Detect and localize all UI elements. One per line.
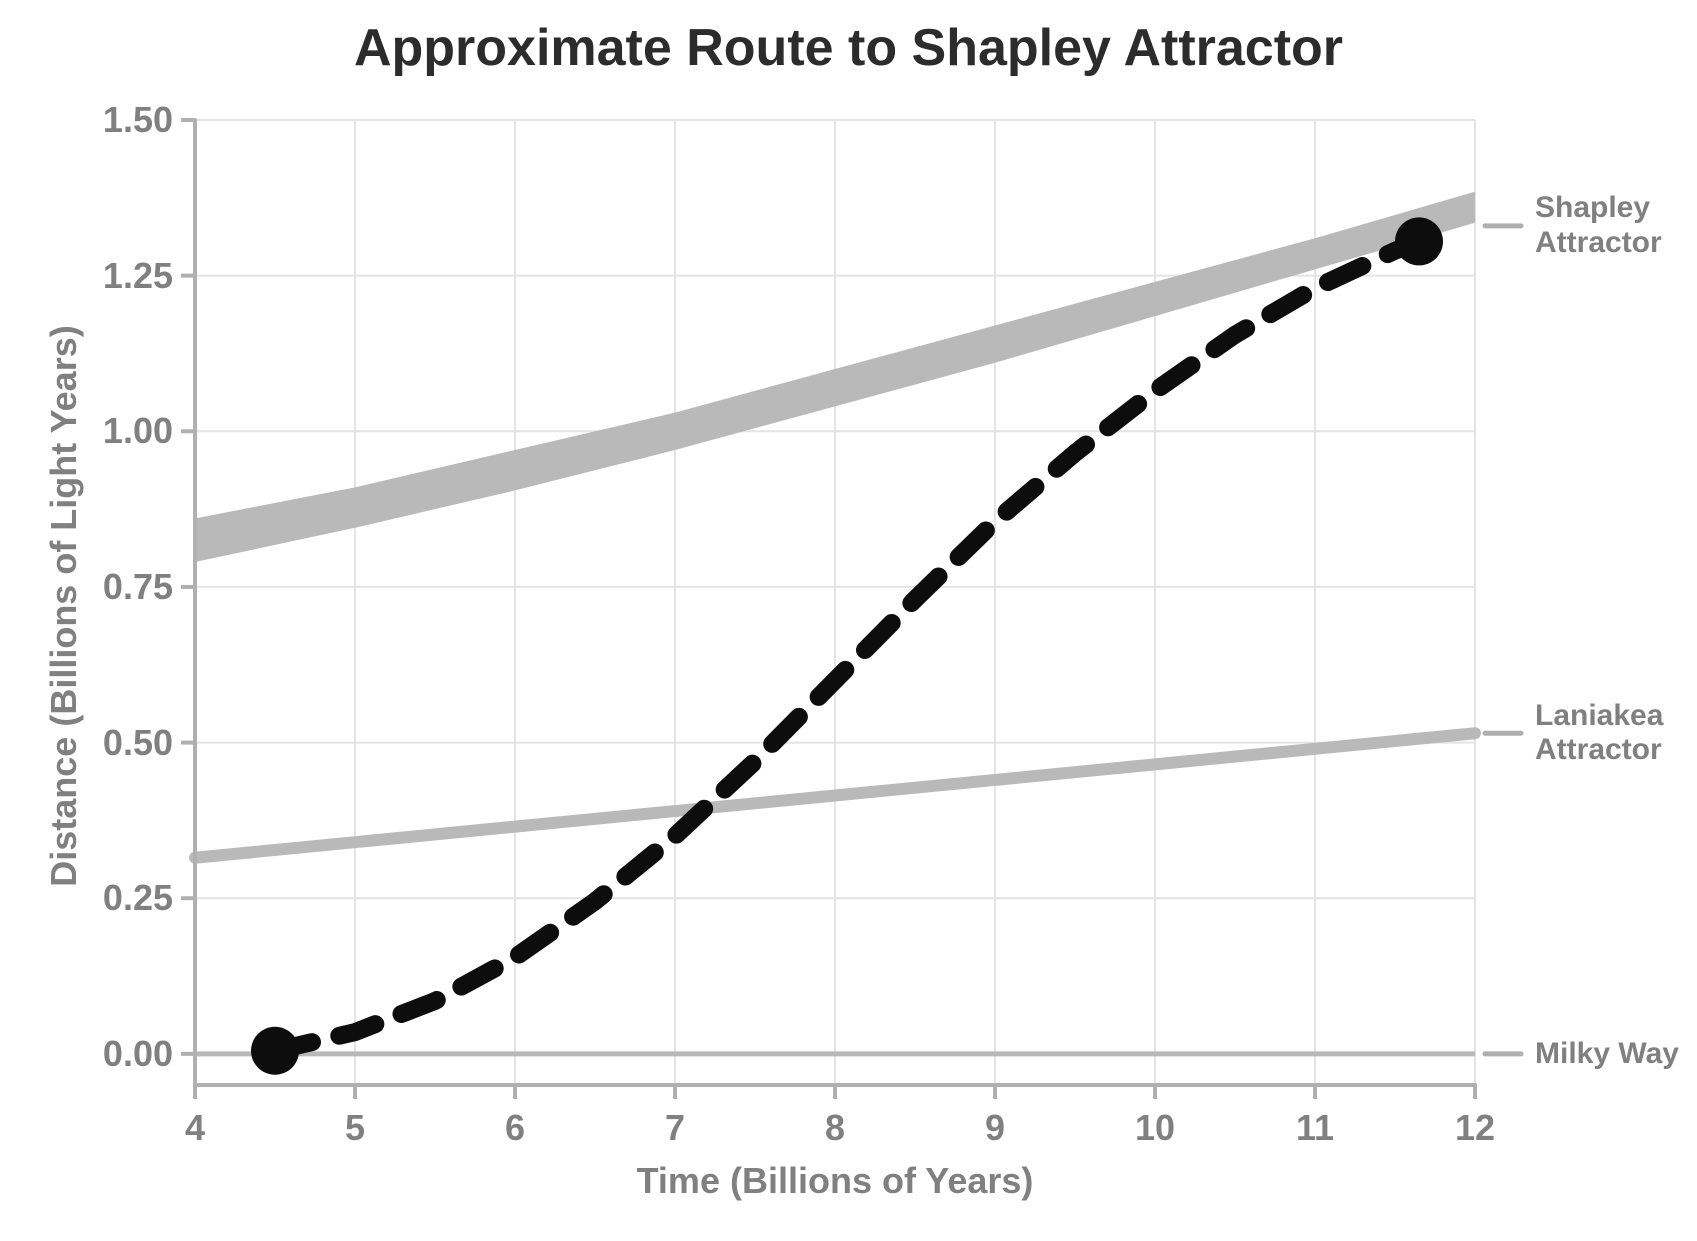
chart-svg <box>0 0 1697 1241</box>
x-tick-label: 4 <box>165 1107 225 1149</box>
y-tick-label: 1.50 <box>103 99 173 141</box>
annotation-milky-way: Milky Way <box>1535 1037 1679 1072</box>
x-tick-label: 8 <box>805 1107 865 1149</box>
x-tick-label: 10 <box>1125 1107 1185 1149</box>
y-axis-label: Distance (Billions of Light Years) <box>43 306 85 906</box>
route-endpoint-marker <box>1395 217 1443 265</box>
route-endpoint-marker <box>251 1027 299 1075</box>
x-axis-label: Time (Billions of Years) <box>195 1160 1475 1202</box>
y-tick-label: 1.25 <box>103 255 173 297</box>
x-tick-label: 5 <box>325 1107 385 1149</box>
annotation-laniakea-attractor: LaniakeaAttractor <box>1535 699 1663 768</box>
x-tick-label: 6 <box>485 1107 545 1149</box>
x-tick-label: 12 <box>1445 1107 1505 1149</box>
x-tick-label: 9 <box>965 1107 1025 1149</box>
annotation-shapley-attractor: ShapleyAttractor <box>1535 191 1662 260</box>
y-tick-label: 0.75 <box>103 566 173 608</box>
x-tick-label: 11 <box>1285 1107 1345 1149</box>
x-tick-label: 7 <box>645 1107 705 1149</box>
chart-container: Approximate Route to Shapley Attractor D… <box>0 0 1697 1241</box>
y-tick-label: 0.25 <box>103 877 173 919</box>
route-line <box>275 241 1419 1050</box>
y-tick-label: 0.00 <box>103 1033 173 1075</box>
y-tick-label: 0.50 <box>103 722 173 764</box>
y-tick-label: 1.00 <box>103 410 173 452</box>
